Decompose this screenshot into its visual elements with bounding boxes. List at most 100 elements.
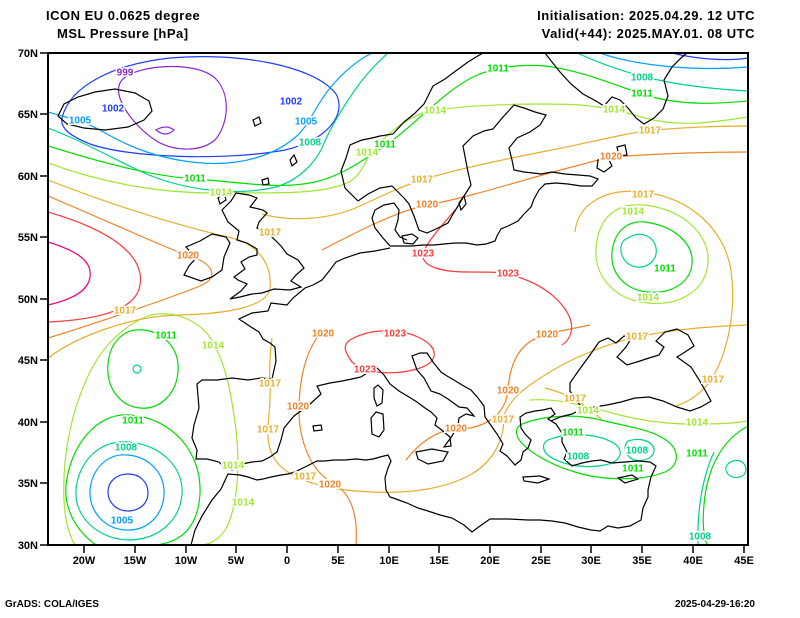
- isobar-1020: [298, 327, 357, 545]
- valid-time: Valid(+44): 2025.MAY.01. 08 UTC: [541, 26, 755, 41]
- coastline-path: [357, 104, 600, 247]
- isobar-1014: [529, 399, 748, 425]
- isobar-999: [117, 65, 227, 150]
- contour-label-1005: 1005: [295, 117, 318, 128]
- contour-label-1008: 1008: [631, 73, 654, 84]
- contour-label-1011: 1011: [562, 428, 584, 439]
- coastline-path: [57, 88, 153, 131]
- contour-label-1017: 1017: [639, 126, 662, 137]
- coastlines: [57, 53, 712, 545]
- lat-axis-label: 35N: [18, 478, 38, 490]
- coastline-path: [458, 194, 467, 212]
- contour-label-1014: 1014: [202, 341, 225, 352]
- field-title: MSL Pressure [hPa]: [57, 26, 189, 41]
- lon-axis-label: 20W: [73, 555, 96, 567]
- contour-label-1014: 1014: [577, 406, 600, 417]
- coastline-path: [550, 408, 583, 422]
- contour-label-1020: 1020: [497, 386, 520, 397]
- lon-axis-label: 45E: [734, 555, 754, 567]
- lat-axis-label: 55N: [18, 232, 38, 244]
- contour-label-1023: 1023: [497, 269, 520, 280]
- contour-label-1005: 1005: [69, 116, 92, 127]
- coastline-path: [221, 192, 305, 300]
- contour-label-1008: 1008: [567, 452, 590, 463]
- coastline-path: [289, 153, 298, 168]
- coastline-path: [544, 53, 688, 125]
- isobar-1002: [61, 56, 340, 158]
- coastline-path: [371, 202, 408, 247]
- coastline-path: [415, 448, 449, 465]
- contour-label-1008: 1008: [689, 532, 712, 543]
- isobar-1023: [48, 211, 142, 323]
- isobar-1011: [611, 221, 693, 293]
- isobar-1017: [574, 190, 734, 407]
- coastline-path: [217, 191, 227, 205]
- coastline-path: [370, 411, 385, 438]
- contour-label-1014: 1014: [622, 207, 645, 218]
- isobar-1017: [544, 387, 603, 421]
- isobar-1008: [48, 53, 389, 193]
- lat-axis-label: 50N: [18, 294, 38, 306]
- lat-axis-label: 70N: [18, 48, 38, 60]
- contour-label-1020: 1020: [312, 329, 335, 340]
- contour-label-1011: 1011: [122, 416, 144, 427]
- isobar-1005: [89, 454, 165, 531]
- contour-label-1020: 1020: [287, 402, 310, 413]
- contour-label-1017: 1017: [411, 175, 434, 186]
- isobar-1002: [107, 473, 149, 512]
- contour-label-1017: 1017: [257, 425, 280, 436]
- coastline-path: [261, 177, 270, 186]
- contour-label-1002: 1002: [102, 104, 125, 115]
- isobar-1005: [599, 53, 748, 70]
- contour-label-1017: 1017: [259, 228, 282, 239]
- isobar-1020: [321, 151, 748, 251]
- model-title: ICON EU 0.0625 degree: [46, 8, 201, 23]
- isobar-1008: [697, 451, 715, 545]
- initialisation-time: Initialisation: 2025.04.29. 12 UTC: [537, 8, 755, 23]
- contour-label-1020: 1020: [536, 330, 559, 341]
- isobar-1017: [48, 179, 271, 359]
- grads-credit: GrADS: COLA/IGES: [5, 599, 99, 610]
- lon-axis-label: 15E: [429, 555, 449, 567]
- lon-axis-label: 15W: [124, 555, 147, 567]
- lon-axis-label: 5E: [331, 555, 344, 567]
- isobar-1011: [515, 415, 677, 480]
- isobar-1002: [671, 53, 748, 61]
- contour-label-1020: 1020: [600, 152, 623, 163]
- contour-label-1008: 1008: [115, 443, 138, 454]
- isobar-1008: [75, 441, 183, 541]
- contour-label-1017: 1017: [294, 472, 317, 483]
- isobar-1023: [344, 330, 435, 374]
- coastline-path: [522, 475, 551, 484]
- contour-label-1017: 1017: [564, 394, 587, 405]
- contour-label-1020: 1020: [416, 200, 439, 211]
- isobar-1008: [576, 53, 748, 92]
- isobar-1014: [595, 204, 709, 304]
- contour-label-1014: 1014: [210, 188, 233, 199]
- axis-ticks: [40, 52, 745, 553]
- isobar-1017: [267, 324, 748, 493]
- lon-axis-label: 10W: [175, 555, 198, 567]
- isobar-1011: [107, 329, 179, 409]
- contour-label-1020: 1020: [177, 251, 200, 262]
- lat-axis-label: 30N: [18, 540, 38, 552]
- coastline-path: [340, 53, 484, 202]
- coastline-path: [373, 384, 384, 407]
- coastline-path: [312, 424, 323, 432]
- lon-axis-label: 20E: [480, 555, 500, 567]
- contour-label-1017: 1017: [632, 190, 655, 201]
- lon-axis-label: 0: [284, 555, 290, 567]
- coastline-path: [616, 474, 640, 484]
- isobar-999: [154, 126, 175, 135]
- lon-axis-label: 5W: [228, 555, 245, 567]
- contour-label-1008: 1008: [626, 446, 649, 457]
- lon-axis-label: 35E: [632, 555, 652, 567]
- contour-label-1002: 1002: [280, 97, 303, 108]
- contour-label-1011: 1011: [155, 331, 177, 342]
- isobar-1020: [405, 324, 591, 461]
- isobar-1023: [422, 209, 573, 346]
- coastline-path: [190, 247, 657, 545]
- contour-label-1014: 1014: [232, 498, 255, 509]
